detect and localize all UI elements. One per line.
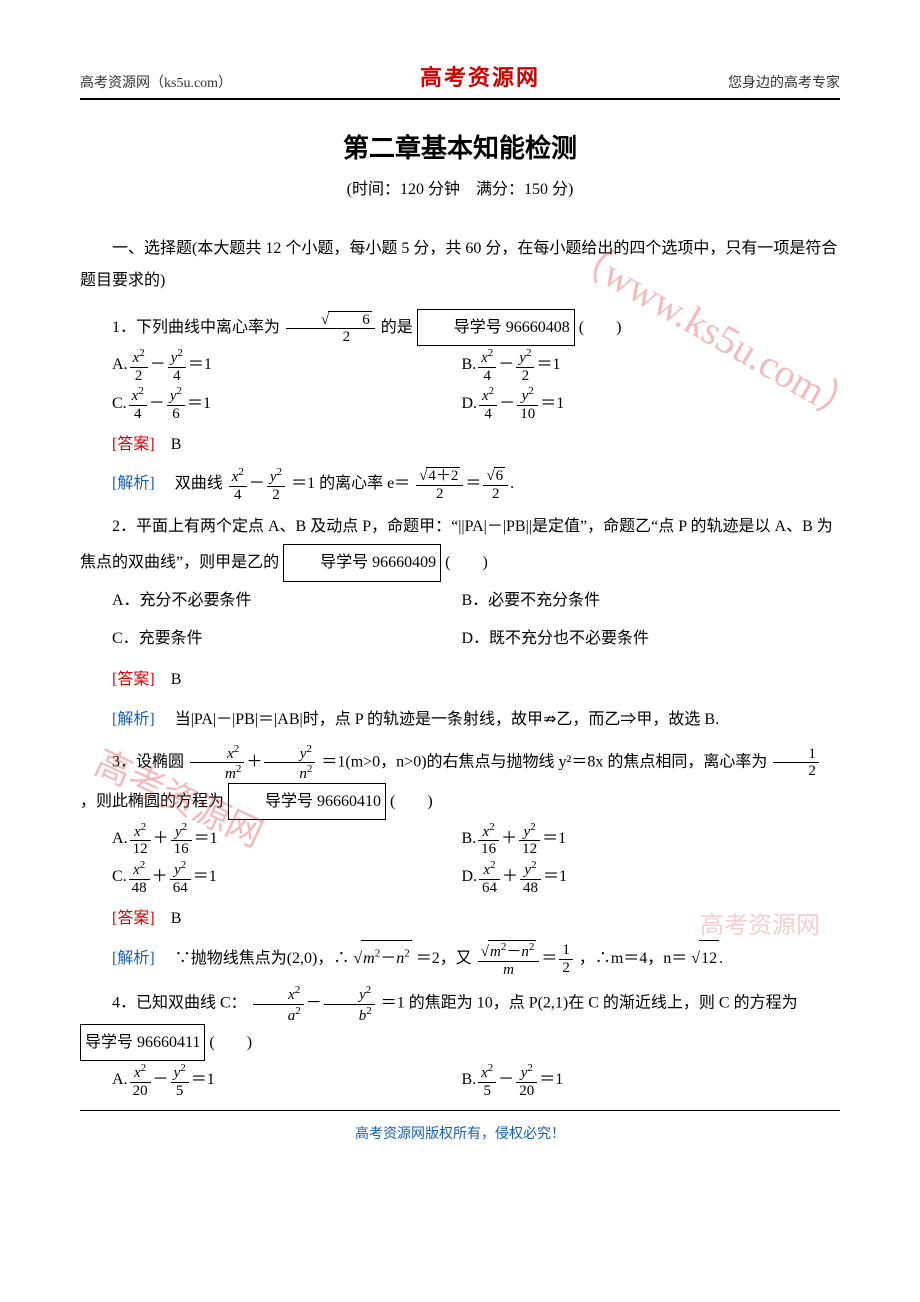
- q1-paren: ( ): [579, 319, 622, 336]
- q1-after: 的是: [381, 319, 413, 336]
- footer-text: 高考资源网版权所有，侵权必究！: [80, 1119, 840, 1163]
- q2-stem: 2．平面上有两个定点 A、B 及动点 P，命题甲：“||PA|－|PB||是定值…: [80, 509, 840, 581]
- q2-paren: ( ): [445, 554, 488, 571]
- footer-rule: [80, 1110, 840, 1111]
- q3-choice-b: B.x216＋y212＝1: [461, 820, 810, 858]
- q1-lead: 1．下列曲线中离心率为: [112, 319, 280, 336]
- q3-ana-2: ＝2，又: [416, 950, 472, 967]
- q3-lead: 3．设椭圆: [112, 753, 184, 770]
- q1-d-label: D.: [461, 395, 477, 412]
- q4-b-label: B.: [461, 1071, 476, 1088]
- q3-stem: 3．设椭圆 x2m2＋y2n2 ＝1(m>0，n>0)的右焦点与抛物线 y²＝8…: [80, 743, 840, 820]
- q4-mid: ＝1 的焦距为 10，点 P(2,1)在 C 的渐近线上，则 C 的方程为: [381, 995, 798, 1012]
- q2-answer-value: B: [171, 671, 182, 688]
- q2-choice-a: A．充分不必要条件: [112, 582, 461, 620]
- q1-frac: 62: [286, 311, 375, 346]
- section-intro-text: 一、选择题(本大题共 12 个小题，每小题 5 分，共 60 分，在每小题给出的…: [80, 240, 837, 289]
- q4-lead: 4．已知双曲线 C：: [112, 995, 247, 1012]
- analysis-label: [解析]: [112, 711, 155, 728]
- q1-choice-b: B.x24－y22＝1: [461, 346, 810, 384]
- q3-b-label: B.: [461, 830, 476, 847]
- answer-label: [答案]: [112, 671, 155, 688]
- q3-ana-3: ，∴m＝4，n＝: [579, 950, 687, 967]
- q2-analysis: [解析] 当|PA|－|PB|＝|AB|时，点 P 的轨迹是一条射线，故甲⇏乙，…: [80, 702, 840, 737]
- q1-b-label: B.: [461, 356, 476, 373]
- q4-guide-box: 导学号 96660411: [80, 1024, 205, 1061]
- exam-meta: (时间：120 分钟 满分：150 分): [80, 175, 840, 199]
- q1-answer: [答案] B: [80, 427, 840, 462]
- q1-ana-1: 双曲线: [175, 475, 223, 492]
- q3-guide-box: 导学号 96660410: [228, 783, 386, 820]
- q3-choice-a: A.x212＋y216＝1: [112, 820, 461, 858]
- question-2: 2．平面上有两个定点 A、B 及动点 P，命题甲：“||PA|－|PB||是定值…: [80, 509, 840, 737]
- question-3: 3．设椭圆 x2m2＋y2n2 ＝1(m>0，n>0)的右焦点与抛物线 y²＝8…: [80, 743, 840, 978]
- answer-label: [答案]: [112, 910, 155, 927]
- q2-choices: A．充分不必要条件 B．必要不充分条件 C．充要条件 D．既不充分也不必要条件: [112, 582, 840, 659]
- q1-a-label: A.: [112, 356, 128, 373]
- q2-choice-d: D．既不充分也不必要条件: [461, 620, 810, 658]
- chapter-title: 第二章基本知能检测: [80, 128, 840, 165]
- q3-answer-value: B: [171, 910, 182, 927]
- q1-ana-2: ＝1 的离心率 e＝: [291, 475, 410, 492]
- q4-choices: A.x220－y25＝1 B.x25－y220＝1: [112, 1061, 840, 1099]
- q4-choice-a: A.x220－y25＝1: [112, 1061, 461, 1099]
- header-rule: [80, 98, 840, 100]
- q2-ana-text: 当|PA|－|PB|＝|AB|时，点 P 的轨迹是一条射线，故甲⇏乙，而乙⇒甲，…: [175, 711, 719, 728]
- q1-choice-d: D.x24－y210＝1: [461, 385, 810, 423]
- page-header: 高考资源网（ks5u.com） 高考资源网 您身边的高考专家: [80, 60, 840, 96]
- analysis-label: [解析]: [112, 475, 155, 492]
- q4-a-label: A.: [112, 1071, 128, 1088]
- question-1: 1．下列曲线中离心率为 62 的是 导学号 96660408 ( ) A.x22…: [80, 309, 840, 503]
- section-intro: 一、选择题(本大题共 12 个小题，每小题 5 分，共 60 分，在每小题给出的…: [80, 233, 840, 297]
- q2-answer: [答案] B: [80, 662, 840, 697]
- q3-a-label: A.: [112, 830, 128, 847]
- q3-c-label: C.: [112, 868, 127, 885]
- q3-analysis: [解析] ∵抛物线焦点为(2,0)，∴ m2－n2 ＝2，又 m2－n2m＝12…: [80, 940, 840, 978]
- q3-choices: A.x212＋y216＝1 B.x216＋y212＝1 C.x248＋y264＝…: [112, 820, 840, 897]
- q4-paren: ( ): [209, 1034, 252, 1051]
- header-left: 高考资源网（ks5u.com）: [80, 72, 232, 92]
- q3-paren: ( ): [390, 793, 433, 810]
- q3-ana-1: ∵抛物线焦点为(2,0)，∴: [175, 950, 350, 967]
- q1-answer-value: B: [171, 436, 182, 453]
- q1-guide-box: 导学号 96660408: [417, 309, 575, 346]
- q2-choice-b: B．必要不充分条件: [461, 582, 810, 620]
- q3-answer: [答案] B: [80, 901, 840, 936]
- q3-choice-c: C.x248＋y264＝1: [112, 858, 461, 896]
- page: （www.ks5u.com） 高考资源网 高考资源网 高考资源网（ks5u.co…: [0, 0, 920, 1183]
- q2-choice-c: C．充要条件: [112, 620, 461, 658]
- q2-guide-box: 导学号 96660409: [283, 544, 441, 581]
- question-4: 4．已知双曲线 C： x2a2－y2b2 ＝1 的焦距为 10，点 P(2,1)…: [80, 984, 840, 1100]
- header-right: 您身边的高考专家: [728, 72, 840, 92]
- q4-stem: 4．已知双曲线 C： x2a2－y2b2 ＝1 的焦距为 10，点 P(2,1)…: [80, 984, 840, 1024]
- q1-choice-a: A.x22－y24＝1: [112, 346, 461, 384]
- analysis-label: [解析]: [112, 950, 155, 967]
- q1-choice-c: C.x24－y26＝1: [112, 385, 461, 423]
- header-center: 高考资源网: [420, 60, 540, 92]
- q1-stem: 1．下列曲线中离心率为 62 的是 导学号 96660408 ( ): [80, 309, 840, 346]
- q3-mid: ＝1(m>0，n>0)的右焦点与抛物线 y²＝8x 的焦点相同，离心率为: [321, 753, 767, 770]
- q1-c-label: C.: [112, 395, 127, 412]
- q3-tail: ，则此椭圆的方程为: [80, 793, 224, 810]
- q3-choice-d: D.x264＋y248＝1: [461, 858, 810, 896]
- answer-label: [答案]: [112, 436, 155, 453]
- q1-analysis: [解析] 双曲线 x24－y22 ＝1 的离心率 e＝ 4＋22＝62.: [80, 466, 840, 503]
- q1-choices: A.x22－y24＝1 B.x24－y22＝1 C.x24－y26＝1 D.x2…: [112, 346, 840, 423]
- q4-choice-b: B.x25－y220＝1: [461, 1061, 810, 1099]
- q3-d-label: D.: [461, 868, 477, 885]
